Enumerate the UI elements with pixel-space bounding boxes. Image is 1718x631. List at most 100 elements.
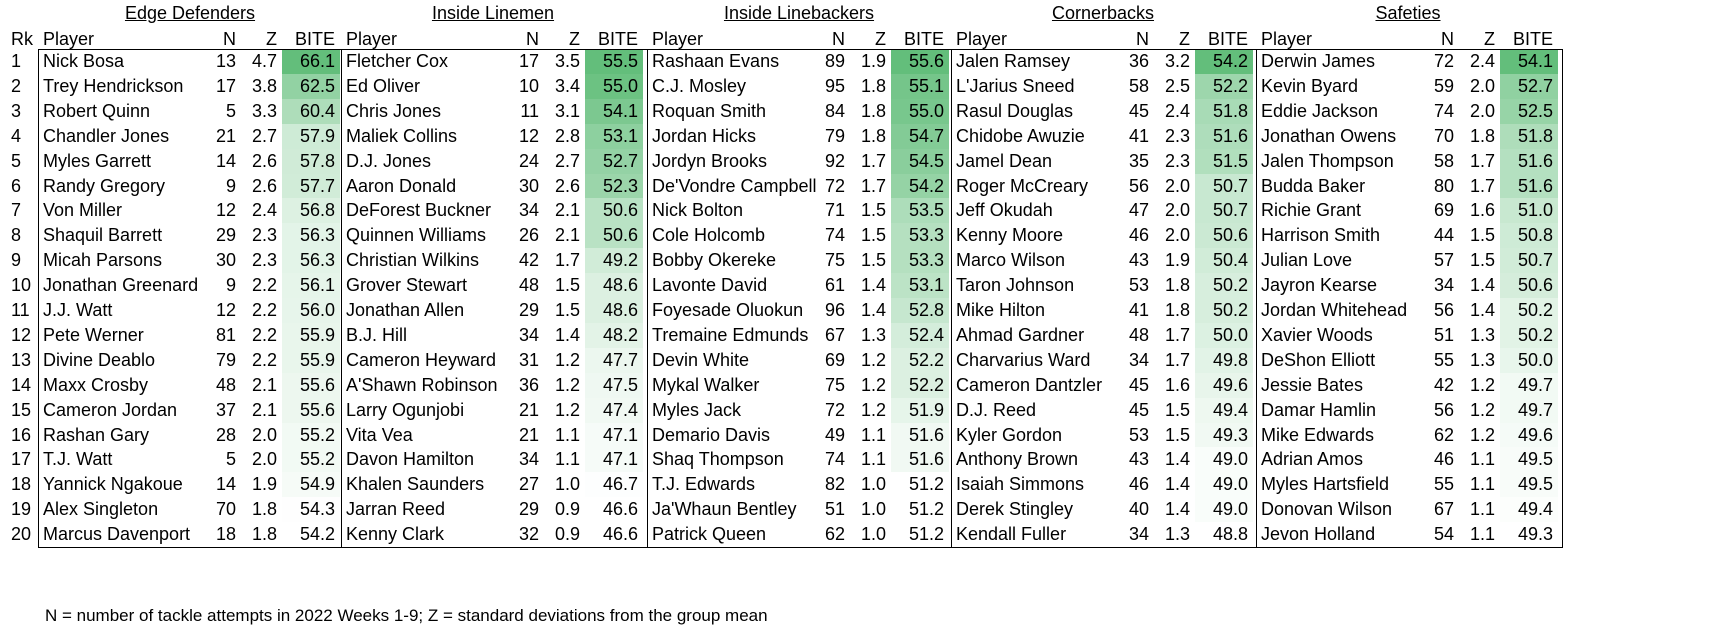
z-score: 2.4 bbox=[1469, 51, 1495, 71]
z-score: 2.0 bbox=[251, 449, 277, 470]
z-score: 1.1 bbox=[1469, 499, 1495, 520]
z-score: 2.0 bbox=[251, 424, 277, 445]
player-name: Cameron Jordan bbox=[43, 399, 178, 420]
bite-color-bar bbox=[1500, 123, 1558, 150]
bite-color-bar bbox=[585, 248, 643, 274]
bite-color-bar bbox=[1500, 447, 1558, 473]
bite-score: 49.3 bbox=[1212, 424, 1248, 445]
tackle-attempts: 42 bbox=[518, 250, 539, 271]
tackle-attempts: 35 bbox=[1128, 150, 1149, 171]
z-score: 1.4 bbox=[1469, 275, 1495, 296]
bite-score: 52.4 bbox=[908, 324, 944, 345]
tackle-attempts: 34 bbox=[518, 200, 539, 221]
column-header-n: N bbox=[223, 29, 236, 49]
bite-color-bar bbox=[585, 273, 643, 299]
player-name: Kevin Byard bbox=[1261, 75, 1359, 96]
z-score: 1.2 bbox=[1469, 399, 1495, 420]
bite-color-bar bbox=[891, 98, 949, 125]
z-score: 1.2 bbox=[1469, 424, 1495, 445]
player-name: Myles Jack bbox=[652, 399, 742, 420]
z-score: 1.8 bbox=[860, 75, 886, 96]
bite-color-bar bbox=[585, 422, 643, 448]
bite-score: 52.7 bbox=[602, 150, 638, 171]
bite-color-bar bbox=[585, 98, 643, 125]
bite-color-bar bbox=[1500, 522, 1558, 548]
player-name: Ja'Whaun Bentley bbox=[652, 499, 797, 520]
tackle-attempts: 61 bbox=[824, 275, 845, 296]
z-score: 4.7 bbox=[251, 51, 277, 71]
player-name: Harrison Smith bbox=[1261, 225, 1381, 246]
bite-color-bar bbox=[282, 298, 340, 324]
bite-score: 49.6 bbox=[1212, 374, 1248, 395]
tackle-attempts: 26 bbox=[518, 225, 539, 246]
tackle-attempts: 37 bbox=[215, 399, 236, 420]
player-name: Chidobe Awuzie bbox=[956, 125, 1085, 146]
tackle-attempts: 74 bbox=[824, 449, 845, 470]
bite-color-bar bbox=[585, 223, 643, 249]
player-name: L'Jarius Sneed bbox=[956, 75, 1075, 96]
z-score: 2.1 bbox=[251, 399, 277, 420]
z-score: 2.4 bbox=[1164, 100, 1190, 121]
bite-color-bar bbox=[1195, 123, 1253, 150]
bite-color-bar bbox=[585, 49, 643, 75]
tackle-attempts: 43 bbox=[1128, 250, 1149, 271]
player-name: Yannick Ngakoue bbox=[43, 474, 183, 495]
player-name: Donovan Wilson bbox=[1261, 499, 1393, 520]
tackle-attempts: 21 bbox=[215, 125, 236, 146]
bite-score: 60.4 bbox=[299, 100, 335, 121]
bite-score: 55.6 bbox=[908, 51, 944, 71]
tackle-attempts: 12 bbox=[215, 200, 236, 221]
bite-score: 51.2 bbox=[908, 474, 944, 495]
footnote: N = number of tackle attempts in 2022 We… bbox=[45, 606, 768, 625]
bite-score: 51.6 bbox=[1517, 175, 1553, 196]
z-score: 2.0 bbox=[1469, 100, 1495, 121]
z-score: 1.0 bbox=[554, 474, 580, 495]
bite-score: 51.2 bbox=[908, 524, 944, 545]
bite-score: 50.2 bbox=[1212, 275, 1248, 296]
player-name: D.J. Jones bbox=[346, 150, 432, 171]
bite-score: 52.8 bbox=[908, 300, 944, 320]
tackle-attempts: 56 bbox=[1128, 175, 1149, 196]
bite-score: 46.6 bbox=[602, 499, 638, 520]
tackle-attempts: 28 bbox=[215, 424, 236, 445]
bite-score: 49.6 bbox=[1517, 424, 1553, 445]
bite-color-bar bbox=[1500, 148, 1558, 174]
rank-cell: 2 bbox=[11, 75, 22, 96]
bite-color-bar bbox=[585, 73, 643, 100]
bite-color-bar bbox=[891, 422, 949, 448]
tackle-attempts: 36 bbox=[518, 374, 539, 395]
bite-score: 50.7 bbox=[1212, 200, 1248, 221]
player-name: Rashan Gary bbox=[43, 424, 150, 445]
bite-score: 55.9 bbox=[299, 324, 335, 345]
tackle-attempts: 67 bbox=[824, 324, 845, 345]
bite-score: 55.9 bbox=[299, 349, 335, 370]
bite-color-bar bbox=[282, 173, 340, 199]
tackle-attempts: 57 bbox=[1433, 250, 1454, 271]
z-score: 2.1 bbox=[554, 200, 580, 221]
tackle-attempts: 67 bbox=[1433, 499, 1454, 520]
z-score: 1.3 bbox=[860, 324, 886, 345]
bite-color-bar bbox=[1195, 273, 1253, 299]
z-score: 1.8 bbox=[860, 100, 886, 121]
player-name: Eddie Jackson bbox=[1261, 100, 1379, 121]
tackle-attempts: 74 bbox=[824, 225, 845, 246]
z-score: 1.9 bbox=[860, 51, 886, 71]
tackle-attempts: 29 bbox=[215, 225, 236, 246]
player-name: Anthony Brown bbox=[956, 449, 1079, 470]
bite-score: 49.0 bbox=[1212, 474, 1248, 495]
rank-cell: 20 bbox=[11, 524, 32, 545]
tackle-attempts: 70 bbox=[1433, 125, 1454, 146]
tackle-attempts: 12 bbox=[518, 125, 539, 146]
column-header-player: Player bbox=[346, 29, 398, 49]
rank-cell: 4 bbox=[11, 125, 22, 146]
bite-color-bar bbox=[1500, 422, 1558, 448]
tackle-attempts: 92 bbox=[824, 150, 845, 171]
z-score: 3.4 bbox=[554, 75, 580, 96]
tackle-attempts: 45 bbox=[1128, 399, 1149, 420]
z-score: 2.1 bbox=[251, 374, 277, 395]
tackle-attempts: 79 bbox=[215, 349, 236, 370]
bite-score: 50.2 bbox=[1517, 324, 1553, 345]
bite-score: 50.7 bbox=[1212, 175, 1248, 196]
bite-color-bar bbox=[282, 148, 340, 174]
